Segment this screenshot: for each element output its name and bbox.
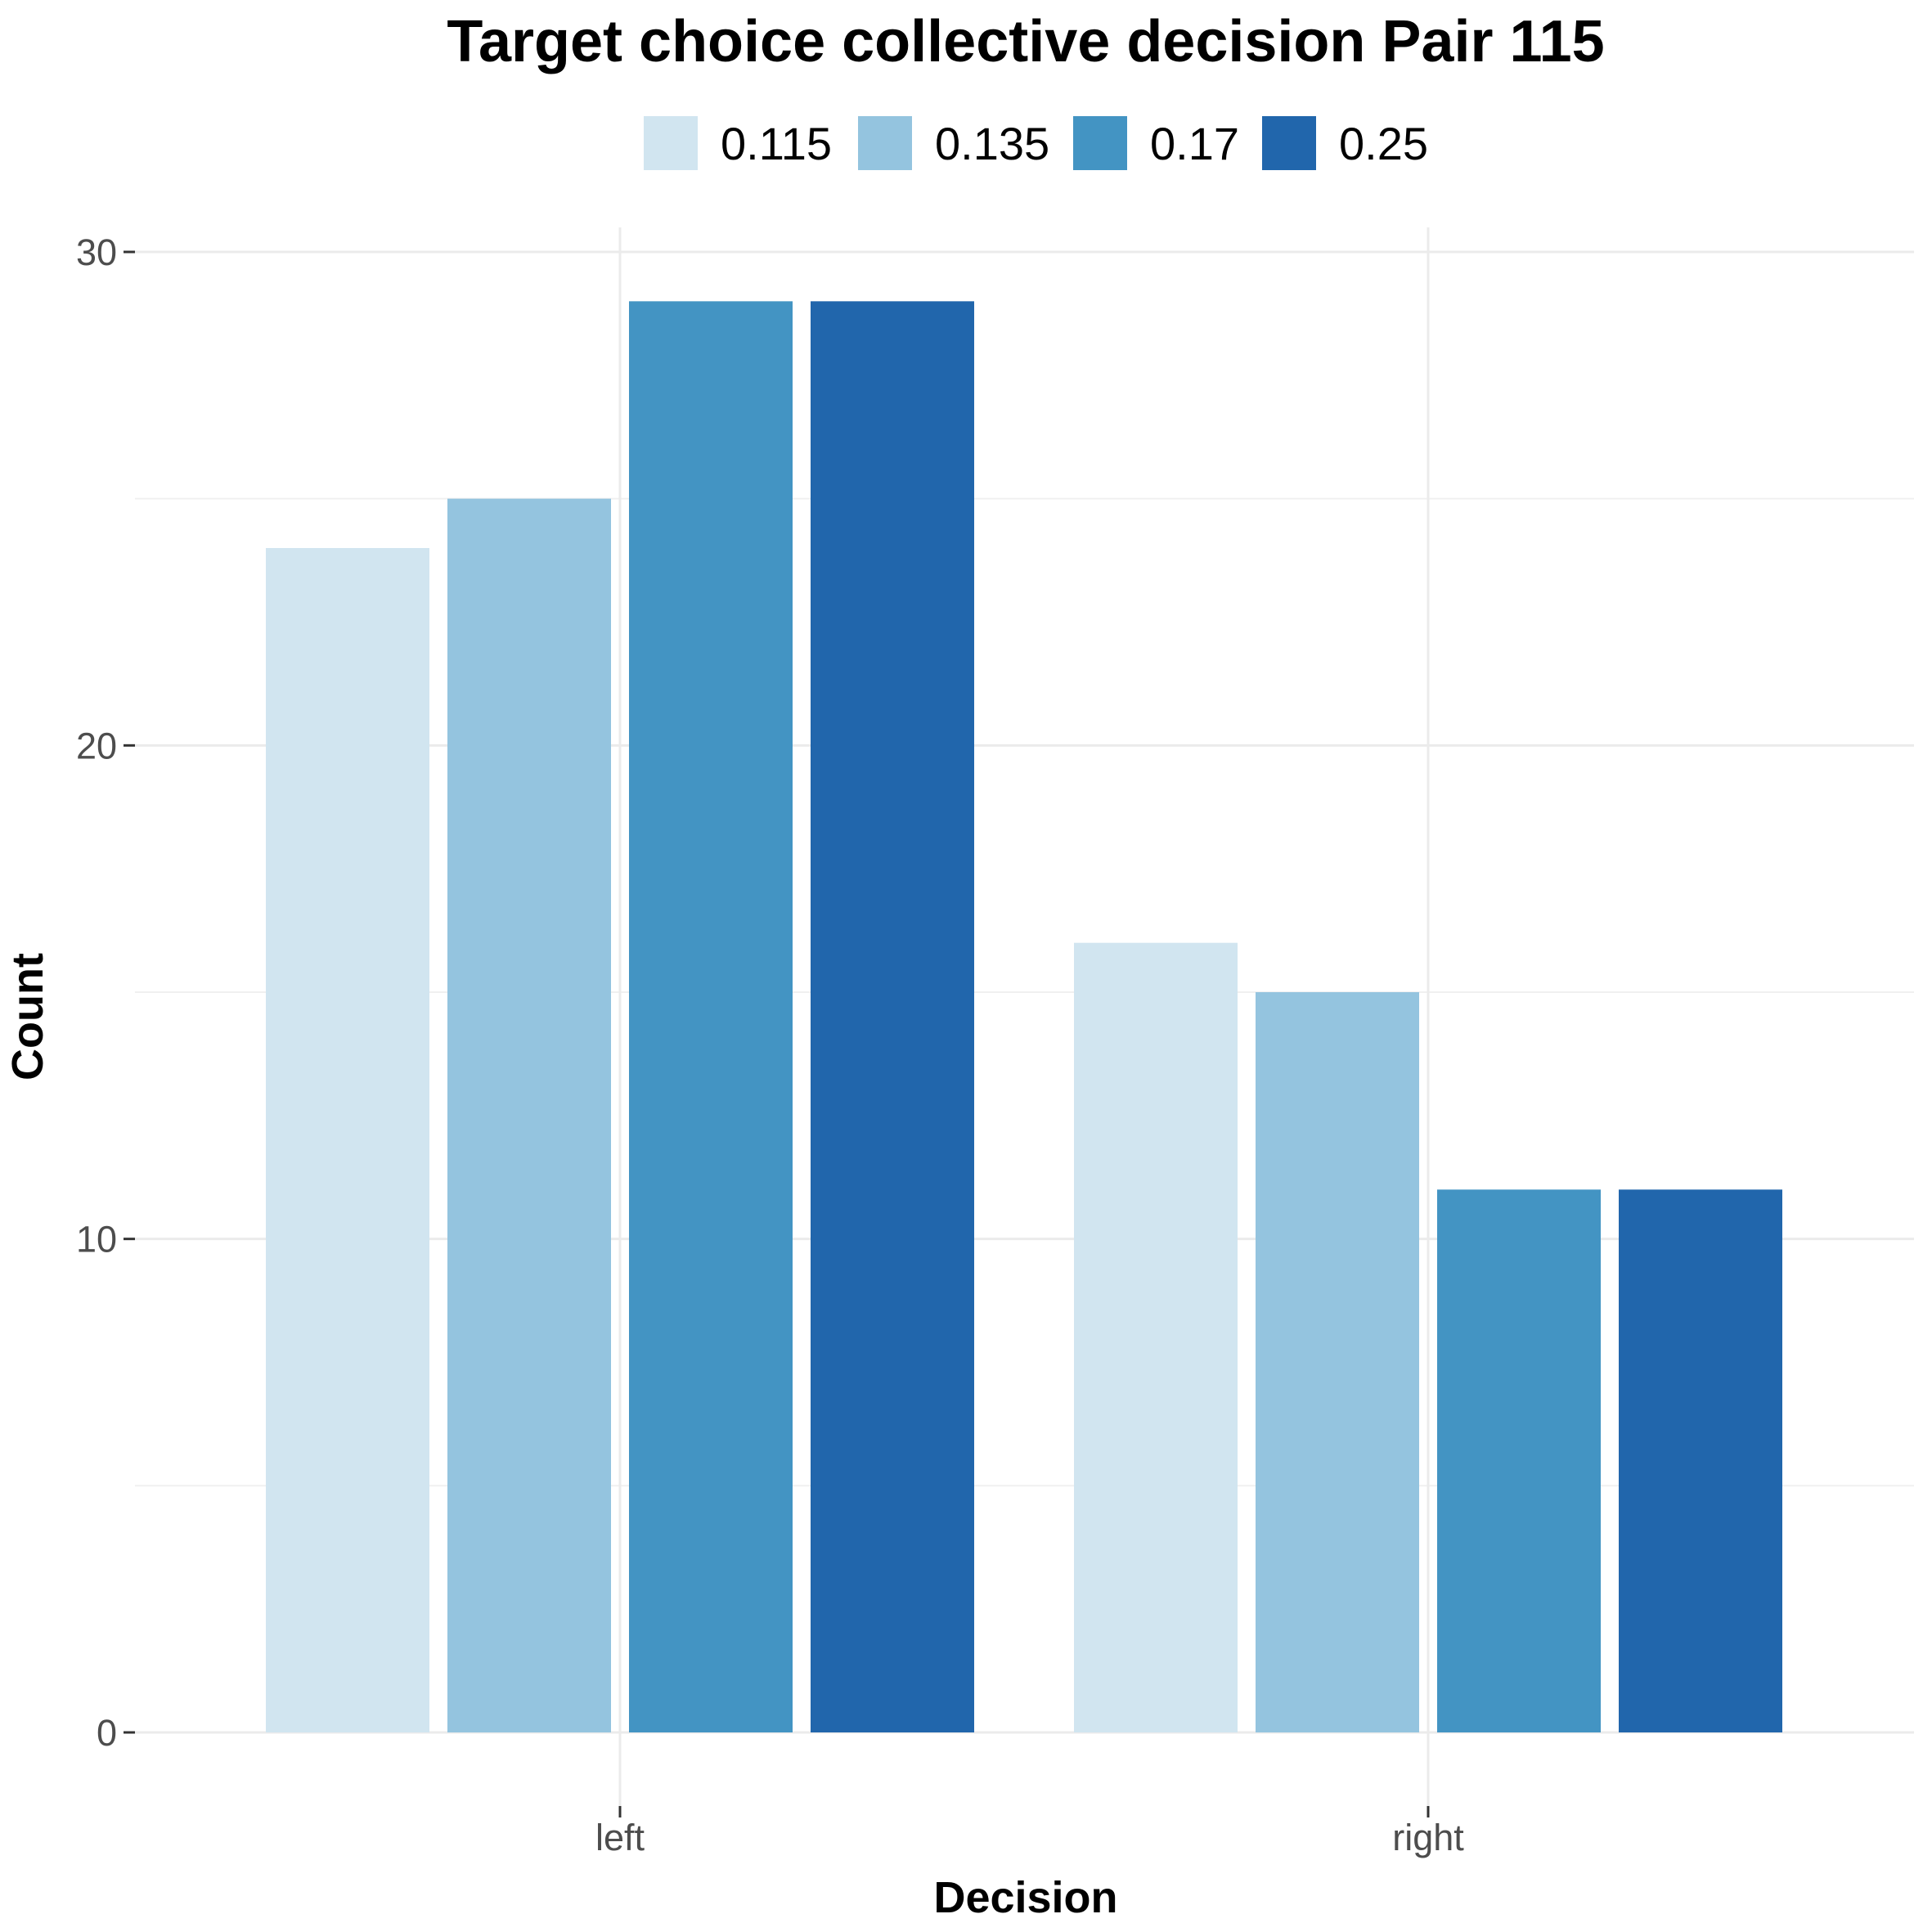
x-tick-label-left: left xyxy=(595,1817,645,1858)
bar-left-0.135 xyxy=(447,498,611,1732)
bar-left-0.17 xyxy=(629,301,793,1732)
legend-key-0.25 xyxy=(1262,116,1316,170)
chart-title: Target choice collective decision Pair 1… xyxy=(447,9,1604,74)
y-tick-label: 10 xyxy=(76,1219,117,1260)
legend-label-0.17: 0.17 xyxy=(1150,118,1239,169)
bar-left-0.115 xyxy=(266,548,429,1732)
y-tick-label: 20 xyxy=(76,725,117,766)
bar-right-0.115 xyxy=(1074,942,1238,1732)
legend-key-0.115 xyxy=(644,116,698,170)
legend-key-0.17 xyxy=(1073,116,1127,170)
legend-label-0.115: 0.115 xyxy=(721,118,832,169)
legend-key-0.135 xyxy=(858,116,912,170)
legend: 0.115 0.135 0.17 0.25 xyxy=(644,116,1428,170)
bar-right-0.135 xyxy=(1256,992,1419,1732)
bar-left-0.25 xyxy=(811,301,974,1732)
bar-right-0.25 xyxy=(1619,1189,1782,1732)
x-axis-title: Decision xyxy=(933,1873,1117,1922)
legend-label-0.25: 0.25 xyxy=(1339,118,1428,169)
bar-right-0.17 xyxy=(1437,1189,1601,1732)
y-tick-label: 0 xyxy=(97,1712,117,1754)
x-tick-label-right: right xyxy=(1392,1817,1464,1858)
grid-lines xyxy=(135,227,1914,1806)
y-tick-label: 30 xyxy=(76,231,117,273)
bars xyxy=(266,301,1782,1732)
y-axis: 0 10 20 30 xyxy=(76,231,135,1754)
legend-label-0.135: 0.135 xyxy=(935,118,1049,169)
y-axis-title: Count xyxy=(3,953,52,1081)
x-axis: left right xyxy=(595,1806,1464,1858)
